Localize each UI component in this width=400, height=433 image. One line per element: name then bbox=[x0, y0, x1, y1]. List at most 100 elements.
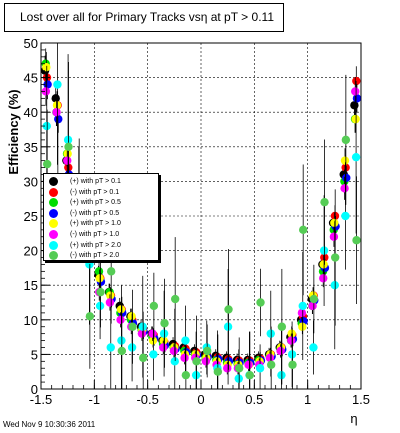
x-tick-label: -1.5 bbox=[30, 392, 52, 407]
data-point bbox=[330, 218, 339, 228]
data-point bbox=[329, 232, 339, 241]
legend-marker bbox=[49, 198, 58, 208]
data-point bbox=[105, 298, 115, 307]
legend-label: (+) with pT > 0.5 bbox=[70, 199, 121, 207]
x-tick-label: 1 bbox=[304, 392, 311, 407]
data-point bbox=[116, 305, 126, 314]
y-tick-label: 5 bbox=[31, 347, 38, 362]
data-point bbox=[309, 343, 318, 352]
legend-entry: (+) with pT > 0.5 bbox=[44, 197, 158, 208]
y-axis-title: Efficiency (%) bbox=[6, 89, 21, 174]
y-tick-label: 30 bbox=[24, 174, 38, 189]
data-point bbox=[266, 329, 275, 338]
x-tick-label: 1.5 bbox=[352, 392, 370, 407]
data-point bbox=[149, 301, 159, 311]
x-tick-label: 0.5 bbox=[245, 392, 263, 407]
data-point bbox=[106, 267, 116, 276]
legend-entry: (+) with pT > 2.0 bbox=[44, 240, 158, 251]
data-point bbox=[160, 319, 169, 328]
y-tick-label: 50 bbox=[24, 36, 38, 51]
data-point bbox=[181, 370, 191, 380]
data-point bbox=[159, 336, 168, 345]
data-point bbox=[191, 370, 201, 380]
y-tick-label: 40 bbox=[24, 105, 38, 120]
data-point bbox=[53, 80, 62, 89]
data-point bbox=[223, 364, 232, 373]
y-tick-label: 45 bbox=[24, 71, 38, 86]
x-tick-label: -0.5 bbox=[136, 392, 158, 407]
data-point bbox=[52, 101, 62, 110]
data-points bbox=[40, 43, 362, 389]
data-point bbox=[128, 322, 137, 331]
data-point bbox=[170, 294, 180, 304]
data-point bbox=[287, 336, 296, 345]
data-point bbox=[201, 357, 211, 366]
data-point bbox=[320, 197, 329, 207]
data-point bbox=[245, 370, 255, 380]
data-point bbox=[266, 360, 276, 369]
data-point bbox=[340, 156, 350, 165]
data-point bbox=[42, 159, 52, 169]
data-point bbox=[256, 298, 265, 307]
data-point bbox=[106, 343, 115, 352]
y-tick-label: 15 bbox=[24, 278, 38, 293]
legend-marker bbox=[49, 177, 58, 186]
legend-label: (+) with pT > 0.1 bbox=[70, 178, 121, 185]
data-point bbox=[181, 336, 190, 345]
legend-entry: (-) with pT > 0.1 bbox=[44, 187, 158, 198]
data-point bbox=[298, 301, 307, 311]
legend-label: (-) with pT > 0.5 bbox=[70, 209, 120, 217]
legend-entry: (+) with pT > 1.0 bbox=[44, 218, 158, 229]
data-point bbox=[223, 322, 233, 331]
data-point bbox=[277, 370, 286, 380]
timestamp-footer: Wed Nov 9 10:30:36 2011 bbox=[3, 420, 96, 429]
data-point bbox=[234, 374, 243, 383]
y-tick-label: 0 bbox=[31, 382, 38, 397]
legend-marker bbox=[49, 208, 58, 218]
data-point bbox=[287, 329, 296, 338]
data-point bbox=[213, 367, 223, 376]
legend-label: (+) with pT > 1.0 bbox=[70, 220, 121, 228]
data-point bbox=[138, 353, 148, 363]
data-point bbox=[309, 294, 319, 304]
data-point bbox=[234, 364, 244, 373]
data-point bbox=[298, 225, 308, 235]
data-point bbox=[192, 357, 201, 366]
axis-ticks: -1.5 -1 -0.5 0 0.5 1 1.5 0 5 10 15 20 25 30 35 40 45 50 bbox=[24, 36, 371, 407]
data-point bbox=[117, 346, 127, 356]
data-point bbox=[351, 114, 360, 124]
legend: (+) with pT > 0.1 (-) with pT > 0.1 (+) wi… bbox=[43, 173, 159, 261]
data-point bbox=[277, 322, 287, 331]
data-point bbox=[137, 329, 147, 338]
data-point bbox=[255, 364, 265, 373]
data-point bbox=[148, 336, 158, 345]
data-point bbox=[341, 135, 351, 145]
legend-entry: (-) with pT > 1.0 bbox=[44, 229, 158, 240]
legend-label: (-) with pT > 2.0 bbox=[70, 252, 120, 260]
data-point bbox=[169, 346, 179, 356]
legend-label: (+) with pT > 2.0 bbox=[70, 241, 121, 249]
legend-marker bbox=[49, 251, 58, 261]
data-point bbox=[159, 329, 169, 338]
legend-entry: (-) with pT > 2.0 bbox=[44, 250, 158, 261]
data-point bbox=[319, 246, 329, 255]
legend-label: (-) with pT > 0.1 bbox=[70, 188, 120, 196]
chart-title-box: Lost over all for Primary Tracks vsη at … bbox=[4, 3, 284, 32]
data-point bbox=[117, 336, 126, 345]
legend-marker bbox=[49, 219, 58, 229]
x-axis-title: η bbox=[350, 411, 357, 426]
y-tick-label: 25 bbox=[24, 209, 38, 224]
series-8 bbox=[42, 62, 361, 389]
data-point bbox=[342, 173, 351, 183]
data-point bbox=[127, 312, 136, 321]
data-point bbox=[276, 346, 285, 356]
data-point bbox=[180, 353, 189, 363]
y-tick-label: 10 bbox=[24, 313, 38, 328]
data-point bbox=[244, 360, 253, 369]
data-point bbox=[308, 301, 317, 311]
data-point bbox=[319, 260, 328, 269]
data-point bbox=[127, 343, 137, 352]
legend-entry: (+) with pT > 0.1 bbox=[44, 176, 158, 187]
chart-title: Lost over all for Primary Tracks vsη at … bbox=[20, 10, 274, 24]
data-point bbox=[351, 152, 361, 162]
